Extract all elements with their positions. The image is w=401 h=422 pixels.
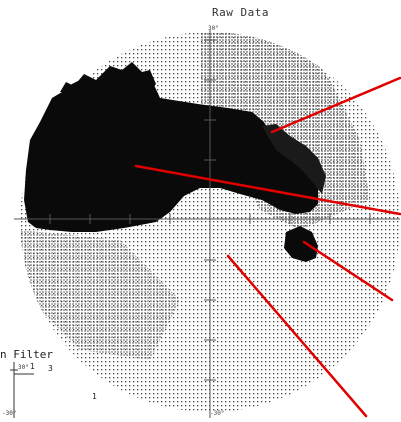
inset-axes bbox=[10, 362, 34, 418]
pointer-line-2 bbox=[134, 164, 401, 216]
axis-ticks bbox=[49, 39, 371, 381]
inset-number-3: 1 bbox=[92, 392, 97, 401]
inset-tick-top: 30° bbox=[18, 364, 29, 371]
inset-label: n Filter bbox=[0, 348, 53, 361]
scotoma-small-spot bbox=[284, 226, 318, 262]
dense-patch-lower-left bbox=[20, 230, 180, 360]
inset-number-2: 3 bbox=[48, 364, 53, 373]
figure-title: Raw Data bbox=[212, 6, 269, 19]
inset-number-1: 1 bbox=[30, 362, 35, 371]
pointer-line-4 bbox=[226, 254, 368, 418]
pointer-line-1 bbox=[270, 76, 401, 134]
scotoma-edge-top bbox=[60, 62, 156, 92]
scotoma-main bbox=[24, 70, 318, 232]
tick-label-bottom: -30° bbox=[210, 410, 225, 417]
pointer-lines bbox=[134, 76, 401, 418]
scotoma-edge-right bbox=[262, 124, 326, 194]
inset-tick-bottom: -30° bbox=[2, 410, 17, 417]
pointer-line-3 bbox=[302, 240, 394, 302]
tick-label-top: 30° bbox=[208, 25, 219, 32]
dense-patch-upper-right bbox=[200, 32, 370, 230]
